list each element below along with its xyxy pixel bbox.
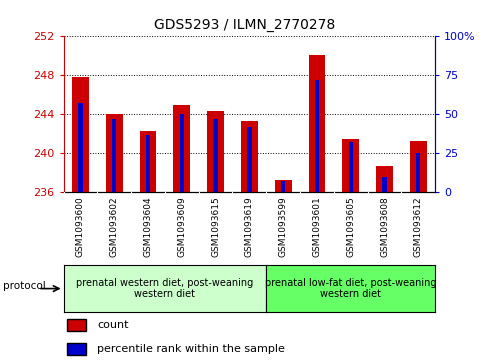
Bar bbox=[173, 105, 190, 192]
Bar bbox=[72, 77, 89, 192]
Text: GSM1093602: GSM1093602 bbox=[109, 196, 119, 257]
Text: prenatal low-fat diet, post-weaning
western diet: prenatal low-fat diet, post-weaning west… bbox=[264, 278, 436, 299]
FancyBboxPatch shape bbox=[67, 319, 86, 331]
Bar bbox=[247, 127, 251, 192]
Bar bbox=[105, 114, 122, 192]
Text: prenatal western diet, post-weaning
western diet: prenatal western diet, post-weaning west… bbox=[76, 278, 253, 299]
Bar bbox=[314, 80, 319, 192]
Text: protocol: protocol bbox=[3, 281, 46, 291]
Bar bbox=[241, 121, 257, 192]
Bar bbox=[274, 180, 291, 192]
Text: percentile rank within the sample: percentile rank within the sample bbox=[97, 344, 285, 354]
Bar bbox=[375, 166, 392, 192]
Text: GSM1093600: GSM1093600 bbox=[76, 196, 85, 257]
Text: GSM1093608: GSM1093608 bbox=[379, 196, 388, 257]
Bar bbox=[308, 55, 325, 192]
Text: count: count bbox=[97, 321, 128, 330]
Bar bbox=[112, 119, 116, 192]
FancyBboxPatch shape bbox=[67, 343, 86, 355]
Bar bbox=[281, 182, 285, 192]
Bar bbox=[145, 135, 150, 192]
Bar bbox=[415, 153, 420, 192]
Bar bbox=[342, 139, 359, 192]
Text: GSM1093619: GSM1093619 bbox=[244, 196, 253, 257]
Text: GSM1093604: GSM1093604 bbox=[143, 196, 152, 257]
Bar bbox=[213, 119, 217, 192]
Bar bbox=[180, 114, 183, 192]
Bar bbox=[409, 141, 426, 192]
Bar bbox=[139, 131, 156, 192]
Text: GSM1093601: GSM1093601 bbox=[312, 196, 321, 257]
Text: GSM1093599: GSM1093599 bbox=[278, 196, 287, 257]
Bar bbox=[78, 103, 82, 192]
Bar bbox=[207, 111, 224, 192]
Bar bbox=[382, 177, 386, 192]
Text: GSM1093609: GSM1093609 bbox=[177, 196, 186, 257]
Text: GSM1093605: GSM1093605 bbox=[346, 196, 354, 257]
Text: GSM1093612: GSM1093612 bbox=[413, 196, 422, 257]
Text: GSM1093615: GSM1093615 bbox=[211, 196, 220, 257]
Bar bbox=[348, 142, 352, 192]
Text: GDS5293 / ILMN_2770278: GDS5293 / ILMN_2770278 bbox=[154, 18, 334, 32]
